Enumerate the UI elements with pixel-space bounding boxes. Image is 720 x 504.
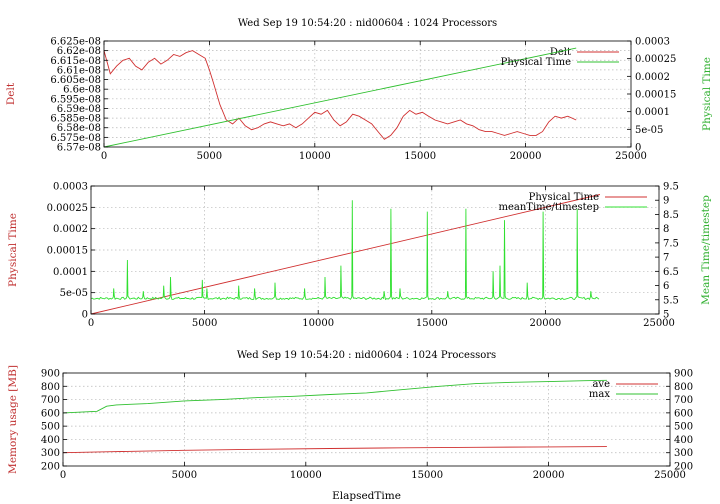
y-tick-label: 700 bbox=[41, 395, 60, 406]
y2-tick-label: 0.0001 bbox=[635, 107, 670, 118]
plot-frame bbox=[62, 372, 671, 467]
y2-tick-label: 600 bbox=[674, 408, 693, 419]
y-tick-label: 6.6e-08 bbox=[63, 85, 101, 96]
chart-title: Wed Sep 19 10:54:20 : nid00604 : 1024 Pr… bbox=[237, 350, 496, 361]
y-tick-label: 6.62e-08 bbox=[57, 46, 101, 57]
y-axis-label: Memory usage [MB] bbox=[7, 365, 19, 474]
y-tick-label: 0.00015 bbox=[47, 246, 88, 257]
chart-title: Wed Sep 19 10:54:20 : nid00604 : 1024 Pr… bbox=[238, 18, 497, 29]
legend-label-1: Delt bbox=[550, 47, 571, 58]
x-tick-label: 0 bbox=[88, 318, 94, 329]
y-tick-label: 500 bbox=[41, 422, 60, 433]
y-tick-label: 200 bbox=[41, 462, 60, 473]
x-tick-label: 20000 bbox=[529, 318, 561, 329]
y2-tick-label: 800 bbox=[674, 382, 693, 393]
x-tick-label: 5000 bbox=[192, 318, 217, 329]
y-tick-label: 0.0001 bbox=[53, 267, 88, 278]
x-tick-label: 0 bbox=[60, 470, 66, 481]
y2-axis-label: Mean Time/timestep bbox=[700, 195, 712, 305]
x-tick-label: 20000 bbox=[510, 151, 542, 162]
y-tick-label: 6.61e-08 bbox=[57, 65, 101, 76]
x-tick-label: 5000 bbox=[197, 151, 222, 162]
legend-label-1: ave bbox=[592, 379, 610, 390]
legend-label-2: max bbox=[589, 389, 610, 400]
legend-label-2: meanTime/timestep bbox=[498, 202, 599, 213]
x-tick-label: 10000 bbox=[290, 470, 322, 481]
y-tick-label: 600 bbox=[41, 408, 60, 419]
y2-tick-label: 9.5 bbox=[663, 182, 679, 193]
y-tick-label: 6.605e-08 bbox=[50, 75, 101, 86]
series-line-2 bbox=[90, 200, 600, 301]
y2-tick-label: 7.5 bbox=[663, 238, 679, 249]
x-tick-label: 25000 bbox=[654, 470, 686, 481]
x-tick-label: 5000 bbox=[172, 470, 197, 481]
series-line-2 bbox=[103, 47, 577, 148]
x-tick-label: 0 bbox=[101, 151, 107, 162]
y2-tick-label: 0.00015 bbox=[635, 90, 676, 101]
x-tick-label: 25000 bbox=[643, 318, 675, 329]
y-tick-label: 6.57e-08 bbox=[57, 143, 101, 154]
y2-tick-label: 5 bbox=[663, 310, 669, 321]
y2-tick-label: 500 bbox=[674, 422, 693, 433]
y2-tick-label: 200 bbox=[674, 462, 693, 473]
y2-tick-label: 8.5 bbox=[663, 210, 679, 221]
y-tick-label: 6.595e-08 bbox=[50, 94, 101, 105]
y-tick-label: 6.59e-08 bbox=[57, 104, 101, 115]
y-tick-label: 6.615e-08 bbox=[50, 56, 101, 67]
y-tick-label: 6.575e-08 bbox=[50, 133, 101, 144]
y2-tick-label: 9 bbox=[663, 196, 669, 207]
y2-tick-label: 700 bbox=[674, 395, 693, 406]
y-tick-label: 6.58e-08 bbox=[57, 123, 101, 134]
y-tick-label: 400 bbox=[41, 435, 60, 446]
y-tick-label: 300 bbox=[41, 448, 60, 459]
y-tick-label: 800 bbox=[41, 382, 60, 393]
y2-tick-label: 5.5 bbox=[663, 295, 679, 306]
x-tick-label: 10000 bbox=[299, 151, 331, 162]
legend-label-1: Physical Time bbox=[529, 192, 599, 203]
x-tick-label: 10000 bbox=[302, 318, 334, 329]
x-tick-label: 25000 bbox=[615, 151, 647, 162]
y2-tick-label: 6.5 bbox=[663, 267, 679, 278]
x-axis-label: ElapsedTime bbox=[332, 490, 401, 502]
y2-tick-label: 0 bbox=[635, 143, 641, 154]
y-tick-label: 5e-05 bbox=[60, 288, 88, 299]
y-tick-label: 6.625e-08 bbox=[50, 37, 101, 48]
series-line-2 bbox=[62, 379, 607, 414]
y2-tick-label: 7 bbox=[663, 253, 669, 264]
y2-tick-label: 6 bbox=[663, 281, 669, 292]
legend-label-2: Physical Time bbox=[501, 57, 571, 68]
y-tick-label: 0 bbox=[82, 310, 88, 321]
x-tick-label: 20000 bbox=[533, 470, 565, 481]
y-axis-label: Delt bbox=[5, 82, 17, 105]
y2-axis-label: Physical Time bbox=[701, 57, 713, 131]
series-line-1 bbox=[90, 194, 601, 315]
y-tick-label: 900 bbox=[41, 369, 60, 380]
y-axis-label: Physical Time bbox=[7, 213, 19, 287]
y2-tick-label: 0.0002 bbox=[635, 72, 670, 83]
y-tick-label: 6.585e-08 bbox=[50, 114, 101, 125]
y-tick-label: 0.00025 bbox=[47, 203, 88, 214]
y2-tick-label: 900 bbox=[674, 369, 693, 380]
y2-tick-label: 0.00025 bbox=[635, 54, 676, 65]
y2-tick-label: 300 bbox=[674, 448, 693, 459]
series-line-1 bbox=[62, 446, 607, 454]
y2-tick-label: 400 bbox=[674, 435, 693, 446]
x-tick-label: 15000 bbox=[416, 318, 448, 329]
x-tick-label: 15000 bbox=[404, 151, 436, 162]
y2-tick-label: 5e-05 bbox=[635, 125, 663, 136]
y-tick-label: 0.0002 bbox=[53, 224, 88, 235]
y2-tick-label: 8 bbox=[663, 224, 669, 235]
series-line-1 bbox=[103, 50, 577, 140]
y2-tick-label: 0.0003 bbox=[635, 37, 670, 48]
x-tick-label: 15000 bbox=[411, 470, 443, 481]
y-tick-label: 0.0003 bbox=[53, 182, 88, 193]
